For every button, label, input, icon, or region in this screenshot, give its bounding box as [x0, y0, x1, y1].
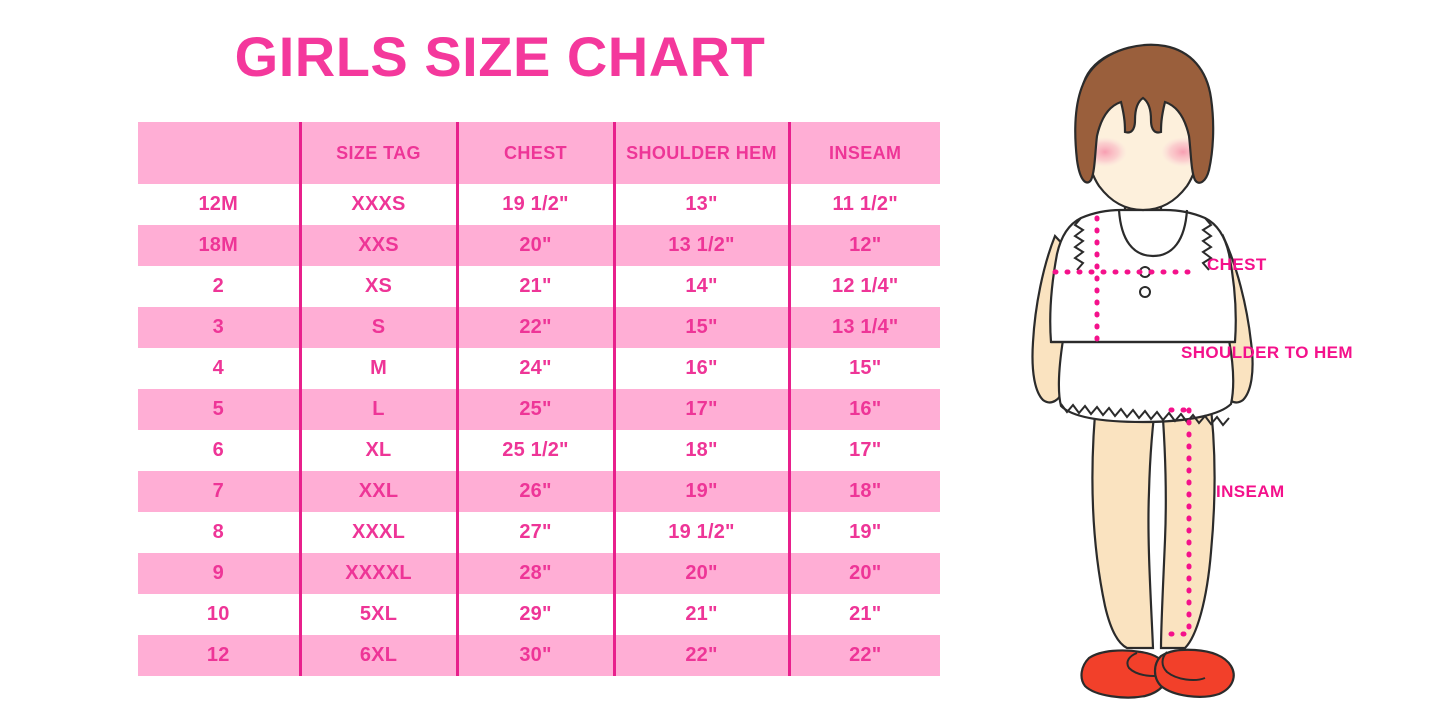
right-shoe-strap: [1161, 651, 1206, 681]
cell-inseam: 12 1/4": [789, 266, 940, 307]
skirt-ruffle: [1060, 403, 1230, 427]
table-row: 4 M 24" 16" 15": [138, 348, 940, 389]
cell-size-tag: XXXL: [300, 512, 459, 553]
shoulder-to-hem-label: SHOULDER TO HEM: [1181, 343, 1353, 362]
cell-size-tag: M: [300, 348, 459, 389]
cell-chest: 26": [457, 471, 616, 512]
cell-chest: 27": [457, 512, 616, 553]
cell-size-tag: 5XL: [300, 594, 459, 635]
cell-chest: 29": [457, 594, 616, 635]
header-cell-chest: CHEST: [457, 122, 616, 184]
table-row: 12M XXXS 19 1/2" 13" 11 1/2": [138, 184, 940, 225]
cell-size-tag: XL: [300, 430, 459, 471]
table-row: 3 S 22" 15" 13 1/4": [138, 307, 940, 348]
header-cell-inseam: INSEAM: [789, 122, 940, 184]
table-row: 9 XXXXL 28" 20" 20": [138, 553, 940, 594]
cell-inseam: 12": [789, 225, 940, 266]
cell-size: 12: [138, 635, 302, 676]
cell-inseam: 15": [789, 348, 940, 389]
cell-size-tag: XXXXL: [300, 553, 459, 594]
header-cell-size: [138, 122, 302, 184]
page-title: GIRLS SIZE CHART: [234, 25, 766, 88]
cell-size-tag: XXL: [300, 471, 459, 512]
cell-shoulder-hem: 17": [614, 389, 791, 430]
cell-size: 12M: [138, 184, 302, 225]
cell-chest: 20": [457, 225, 616, 266]
left-shoulder-ruffle: [1073, 217, 1085, 271]
neckline: [1117, 209, 1189, 258]
hair: [1074, 43, 1215, 184]
cell-shoulder-hem: 15": [614, 307, 791, 348]
button-lower: [1139, 286, 1151, 298]
header-cell-shoulder-hem: SHOULDER HEM: [614, 122, 791, 184]
cell-chest: 30": [457, 635, 616, 676]
cell-shoulder-hem: 14": [614, 266, 791, 307]
chest-label: CHEST: [1207, 255, 1267, 274]
right-shoulder-ruffle: [1201, 217, 1213, 271]
cell-inseam: 11 1/2": [789, 184, 940, 225]
table-row: 18M XXS 20" 13 1/2" 12": [138, 225, 940, 266]
cell-inseam: 17": [789, 430, 940, 471]
cell-shoulder-hem: 22": [614, 635, 791, 676]
cell-chest: 24": [457, 348, 616, 389]
cell-inseam: 19": [789, 512, 940, 553]
cell-size: 8: [138, 512, 302, 553]
cell-size: 5: [138, 389, 302, 430]
table-header: SIZE TAG CHEST SHOULDER HEM INSEAM: [138, 122, 940, 184]
cell-shoulder-hem: 13": [614, 184, 791, 225]
header-cell-size-tag: SIZE TAG: [300, 122, 459, 184]
cell-shoulder-hem: 16": [614, 348, 791, 389]
table-row: 12 6XL 30" 22" 22": [138, 635, 940, 676]
cell-size-tag: L: [300, 389, 459, 430]
cell-shoulder-hem: 18": [614, 430, 791, 471]
cell-shoulder-hem: 19 1/2": [614, 512, 791, 553]
right-shoe: [1153, 648, 1235, 698]
skirt: [1057, 338, 1235, 424]
cell-size-tag: XXXS: [300, 184, 459, 225]
cell-chest: 21": [457, 266, 616, 307]
cell-size: 9: [138, 553, 302, 594]
cell-chest: 22": [457, 307, 616, 348]
cell-size: 6: [138, 430, 302, 471]
table-row: 5 L 25" 17" 16": [138, 389, 940, 430]
inseam-label: INSEAM: [1216, 482, 1285, 501]
table-row: 6 XL 25 1/2" 18" 17": [138, 430, 940, 471]
cell-size-tag: S: [300, 307, 459, 348]
cell-size: 3: [138, 307, 302, 348]
table-row: 10 5XL 29" 21" 21": [138, 594, 940, 635]
cell-size-tag: XS: [300, 266, 459, 307]
left-leg: [1091, 390, 1159, 650]
size-chart-table: SIZE TAG CHEST SHOULDER HEM INSEAM 12M XX…: [138, 122, 940, 676]
cell-size: 7: [138, 471, 302, 512]
cell-size: 18M: [138, 225, 302, 266]
cell-inseam: 20": [789, 553, 940, 594]
cell-chest: 28": [457, 553, 616, 594]
cell-size-tag: XXS: [300, 225, 459, 266]
cell-shoulder-hem: 21": [614, 594, 791, 635]
cell-shoulder-hem: 19": [614, 471, 791, 512]
table-row: 7 XXL 26" 19" 18": [138, 471, 940, 512]
cell-chest: 19 1/2": [457, 184, 616, 225]
cell-inseam: 16": [789, 389, 940, 430]
table-header-row: SIZE TAG CHEST SHOULDER HEM INSEAM: [138, 122, 940, 184]
figure-panel: CHEST SHOULDER TO HEM INSEAM: [985, 40, 1445, 700]
cell-inseam: 22": [789, 635, 940, 676]
table-row: 8 XXXL 27" 19 1/2" 19": [138, 512, 940, 553]
cell-inseam: 18": [789, 471, 940, 512]
cell-inseam: 13 1/4": [789, 307, 940, 348]
table-body: 12M XXXS 19 1/2" 13" 11 1/2" 18M XXS 20" 13 1/2"…: [138, 184, 940, 676]
left-shoe: [1080, 649, 1169, 699]
cell-chest: 25": [457, 389, 616, 430]
cell-size: 10: [138, 594, 302, 635]
cell-inseam: 21": [789, 594, 940, 635]
cell-chest: 25 1/2": [457, 430, 616, 471]
cell-size-tag: 6XL: [300, 635, 459, 676]
table-row: 2 XS 21" 14" 12 1/4": [138, 266, 940, 307]
cell-shoulder-hem: 13 1/2": [614, 225, 791, 266]
girl-illustration: [1031, 43, 1254, 699]
cell-size: 4: [138, 348, 302, 389]
cell-size: 2: [138, 266, 302, 307]
cell-shoulder-hem: 20": [614, 553, 791, 594]
